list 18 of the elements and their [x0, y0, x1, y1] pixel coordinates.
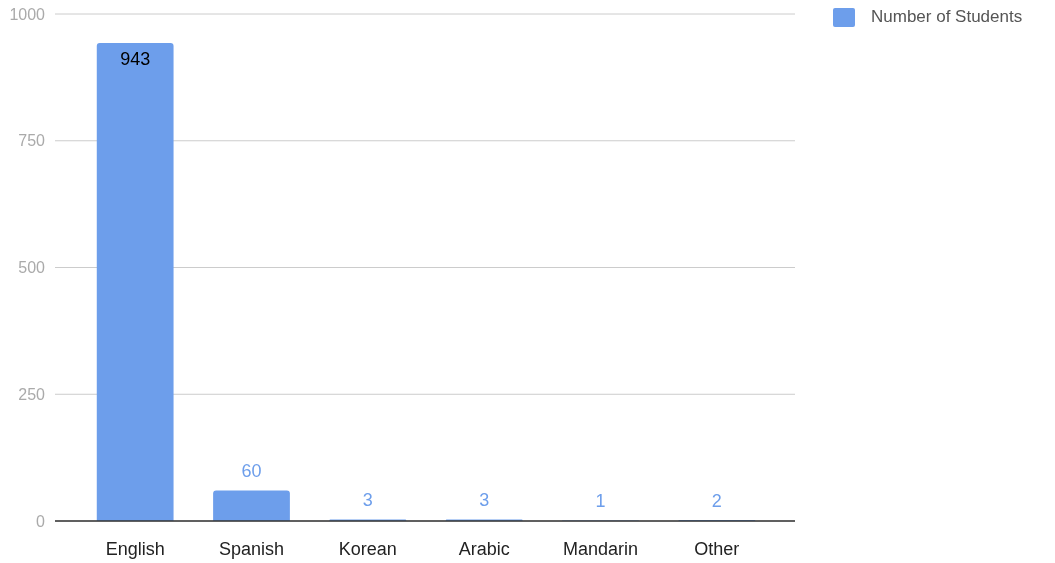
data-label: 1 — [595, 491, 606, 512]
data-label: 943 — [120, 48, 151, 69]
data-label: 3 — [479, 490, 490, 511]
x-tick-label: Korean — [338, 539, 397, 559]
data-label: 60 — [241, 461, 262, 482]
y-tick-label: 250 — [18, 385, 46, 403]
data-label: 3 — [362, 490, 373, 511]
y-tick-label: 1000 — [9, 5, 46, 23]
x-tick-label: Other — [694, 539, 740, 559]
x-tick-label: English — [105, 539, 165, 559]
x-tick-label: Arabic — [458, 539, 510, 559]
y-tick-label: 0 — [36, 512, 46, 530]
x-tick-label: Spanish — [218, 539, 285, 559]
x-tick-label: Mandarin — [562, 539, 639, 559]
legend-label: Number of Students — [871, 7, 1023, 27]
y-tick-label: 750 — [18, 132, 46, 150]
data-label: 2 — [711, 490, 722, 511]
y-tick-label: 500 — [18, 259, 46, 277]
